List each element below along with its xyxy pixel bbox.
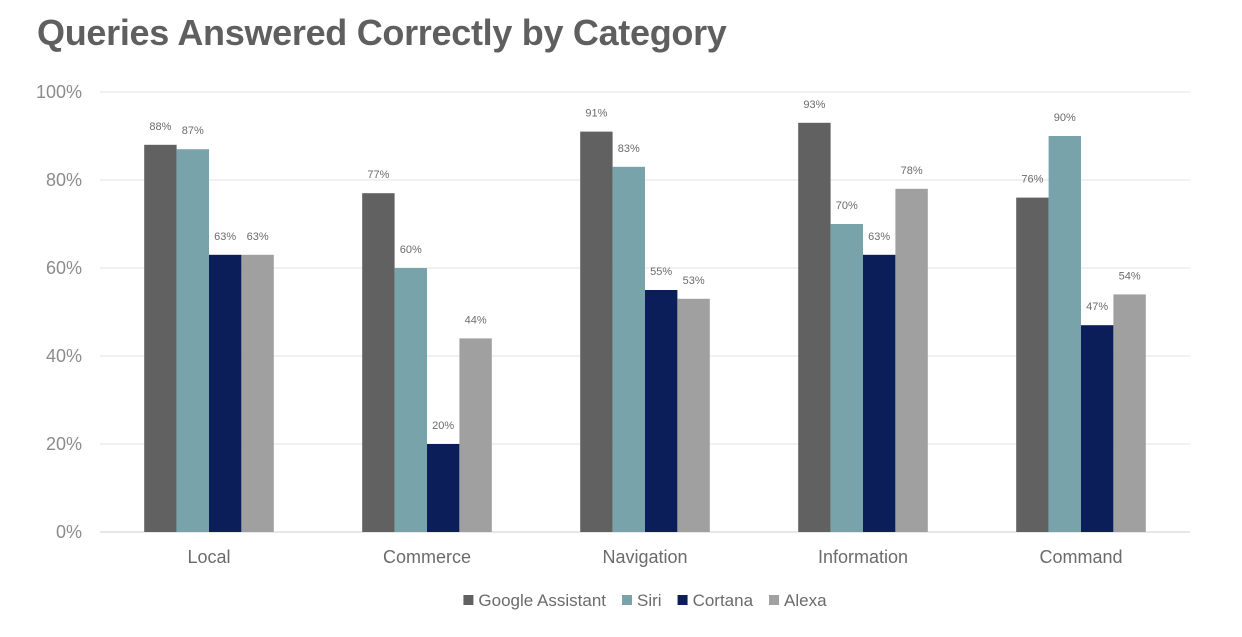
bar — [362, 193, 395, 532]
legend-swatch — [769, 595, 780, 605]
data-label: 60% — [400, 244, 422, 256]
data-label: 54% — [1119, 270, 1141, 282]
legend-label: Alexa — [784, 591, 827, 610]
data-label: 91% — [585, 108, 607, 120]
data-label: 77% — [367, 169, 389, 181]
legend-swatch — [677, 595, 688, 605]
data-label: 78% — [901, 165, 923, 177]
data-label: 63% — [868, 231, 890, 243]
x-axis-categories: Local Commerce Navigation Information Comman… — [187, 547, 1122, 567]
bar — [1048, 136, 1081, 532]
legend-label: Siri — [637, 591, 662, 610]
bar — [580, 131, 613, 532]
legend-swatch — [622, 595, 632, 605]
data-labels: 88% 87% 63% 63% 77% 60% 20% 44% 91% 83% 55% 53% 93% 7… — [149, 99, 1140, 432]
y-tick-label: 20% — [46, 434, 82, 454]
x-category-label: Local — [187, 547, 230, 567]
bar — [427, 444, 460, 532]
legend-label: Cortana — [693, 591, 754, 610]
data-label: 70% — [836, 200, 858, 212]
bar — [176, 149, 209, 532]
bar — [459, 338, 492, 532]
x-category-label: Navigation — [602, 547, 687, 567]
data-label: 88% — [149, 121, 171, 133]
y-tick-label: 60% — [46, 258, 82, 278]
data-label: 63% — [247, 231, 269, 243]
bar — [1081, 325, 1114, 532]
y-tick-label: 0% — [56, 522, 82, 542]
x-category-label: Command — [1039, 547, 1122, 567]
y-tick-label: 100% — [36, 82, 82, 102]
data-label: 83% — [618, 143, 640, 155]
bars — [144, 122, 1146, 533]
data-label: 47% — [1086, 301, 1108, 313]
data-label: 44% — [465, 314, 487, 326]
y-axis-ticks: 0% 20% 40% 60% 80% 100% — [36, 82, 82, 542]
legend: Google Assistant Siri Cortana Alexa — [463, 591, 827, 610]
x-category-label: Information — [818, 547, 908, 567]
bar — [1113, 294, 1146, 532]
data-label: 20% — [432, 420, 454, 432]
bar — [677, 298, 710, 532]
bar — [830, 224, 863, 532]
data-label: 55% — [650, 266, 672, 278]
chart-title: Queries Answered Correctly by Category — [37, 12, 727, 53]
bar — [798, 122, 831, 533]
data-label: 93% — [803, 99, 825, 111]
bar — [241, 254, 274, 533]
bar — [394, 268, 427, 532]
bar — [1016, 197, 1049, 532]
data-label: 87% — [182, 125, 204, 137]
bar — [144, 144, 177, 533]
bar — [209, 254, 242, 533]
bar — [863, 254, 896, 533]
data-label: 63% — [214, 231, 236, 243]
x-category-label: Commerce — [383, 547, 471, 567]
bar — [895, 188, 928, 533]
legend-swatch — [463, 595, 474, 605]
legend-label: Google Assistant — [478, 591, 606, 610]
data-label: 90% — [1054, 112, 1076, 124]
bar — [612, 166, 645, 533]
bar — [645, 290, 678, 532]
y-tick-label: 80% — [46, 170, 82, 190]
data-label: 76% — [1021, 174, 1043, 186]
y-tick-label: 40% — [46, 346, 82, 366]
data-label: 53% — [683, 275, 705, 287]
